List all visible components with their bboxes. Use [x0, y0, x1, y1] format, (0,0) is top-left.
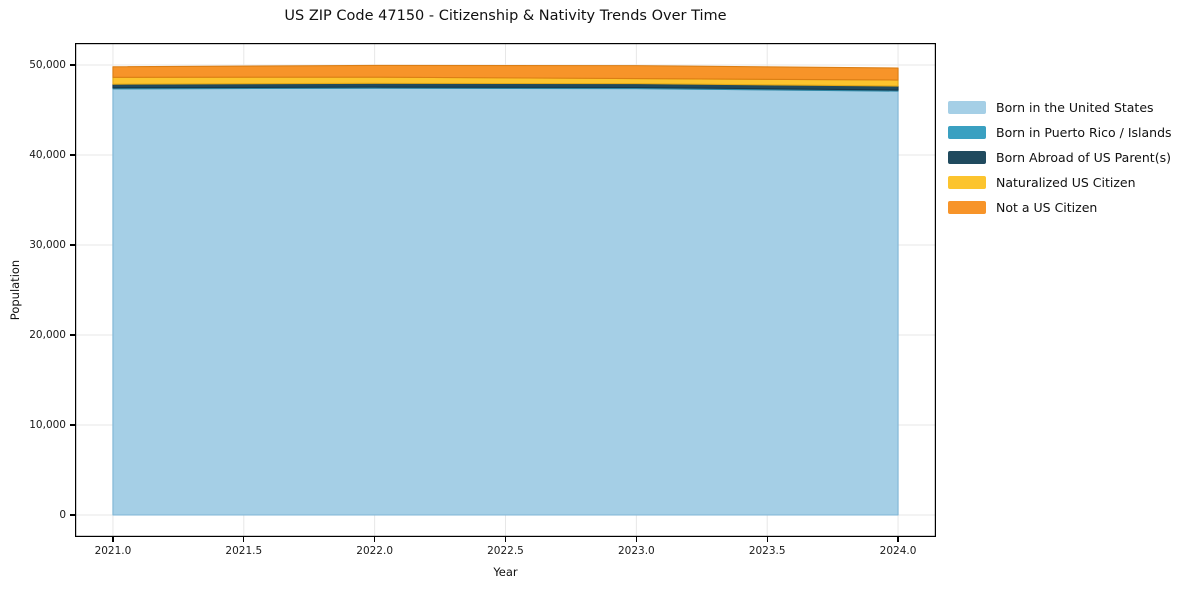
y-tick-label: 20,000 [29, 329, 66, 341]
y-tick-mark [70, 514, 75, 516]
legend-label: Born Abroad of US Parent(s) [996, 150, 1171, 165]
x-tick-mark [504, 537, 507, 542]
legend-label: Not a US Citizen [996, 200, 1098, 215]
legend-row-0: Born in the United States [948, 101, 1172, 114]
x-tick-label: 2021.0 [94, 545, 132, 557]
legend-row-3: Naturalized US Citizen [948, 176, 1172, 189]
x-tick-mark [897, 537, 899, 542]
x-tick-mark [766, 537, 768, 542]
y-tick-mark [70, 424, 75, 426]
x-tick-mark [112, 537, 114, 542]
plot-area [75, 43, 936, 537]
x-tick-mark [635, 537, 637, 542]
legend-swatch-icon [948, 126, 986, 139]
x-tick-mark [243, 537, 245, 542]
x-tick-mark [374, 537, 376, 542]
y-axis-title: Population [8, 259, 22, 321]
y-tick-label: 10,000 [29, 419, 66, 431]
x-tick-label: 2024.0 [879, 545, 917, 557]
x-tick-label: 2023.5 [748, 545, 786, 557]
x-axis-title: Year [493, 565, 518, 579]
y-tick-label: 50,000 [29, 58, 66, 71]
x-tick-label: 2023.0 [617, 545, 655, 557]
legend-swatch-icon [948, 201, 986, 214]
legend-row-4: Not a US Citizen [948, 201, 1172, 214]
legend-swatch-icon [948, 176, 986, 189]
y-tick-mark [70, 154, 75, 156]
chart-title: US ZIP Code 47150 - Citizenship & Nativi… [284, 8, 727, 24]
legend-label: Born in Puerto Rico / Islands [996, 125, 1172, 140]
legend-swatch-icon [948, 151, 986, 164]
area-band-4 [112, 64, 899, 81]
x-tick-label: 2022.5 [487, 545, 524, 557]
y-tick-label: 40,000 [29, 148, 66, 161]
y-tick-label: 0 [59, 509, 66, 521]
legend-swatch-icon [948, 101, 986, 114]
legend-row-2: Born Abroad of US Parent(s) [948, 151, 1172, 164]
y-tick-mark [70, 244, 75, 246]
x-tick-label: 2021.5 [225, 545, 263, 557]
y-tick-mark [70, 64, 75, 66]
legend-label: Naturalized US Citizen [996, 175, 1136, 190]
legend-label: Born in the United States [996, 100, 1154, 115]
legend: Born in the United States Born in Puerto … [948, 101, 1172, 226]
stacked-area-svg [75, 43, 936, 537]
axes-spines [75, 43, 936, 537]
y-tick-label: 30,000 [29, 238, 66, 251]
x-tick-label: 2022.0 [356, 545, 394, 557]
y-tick-mark [70, 334, 75, 336]
area-band-0 [112, 87, 899, 516]
legend-row-1: Born in Puerto Rico / Islands [948, 126, 1172, 139]
